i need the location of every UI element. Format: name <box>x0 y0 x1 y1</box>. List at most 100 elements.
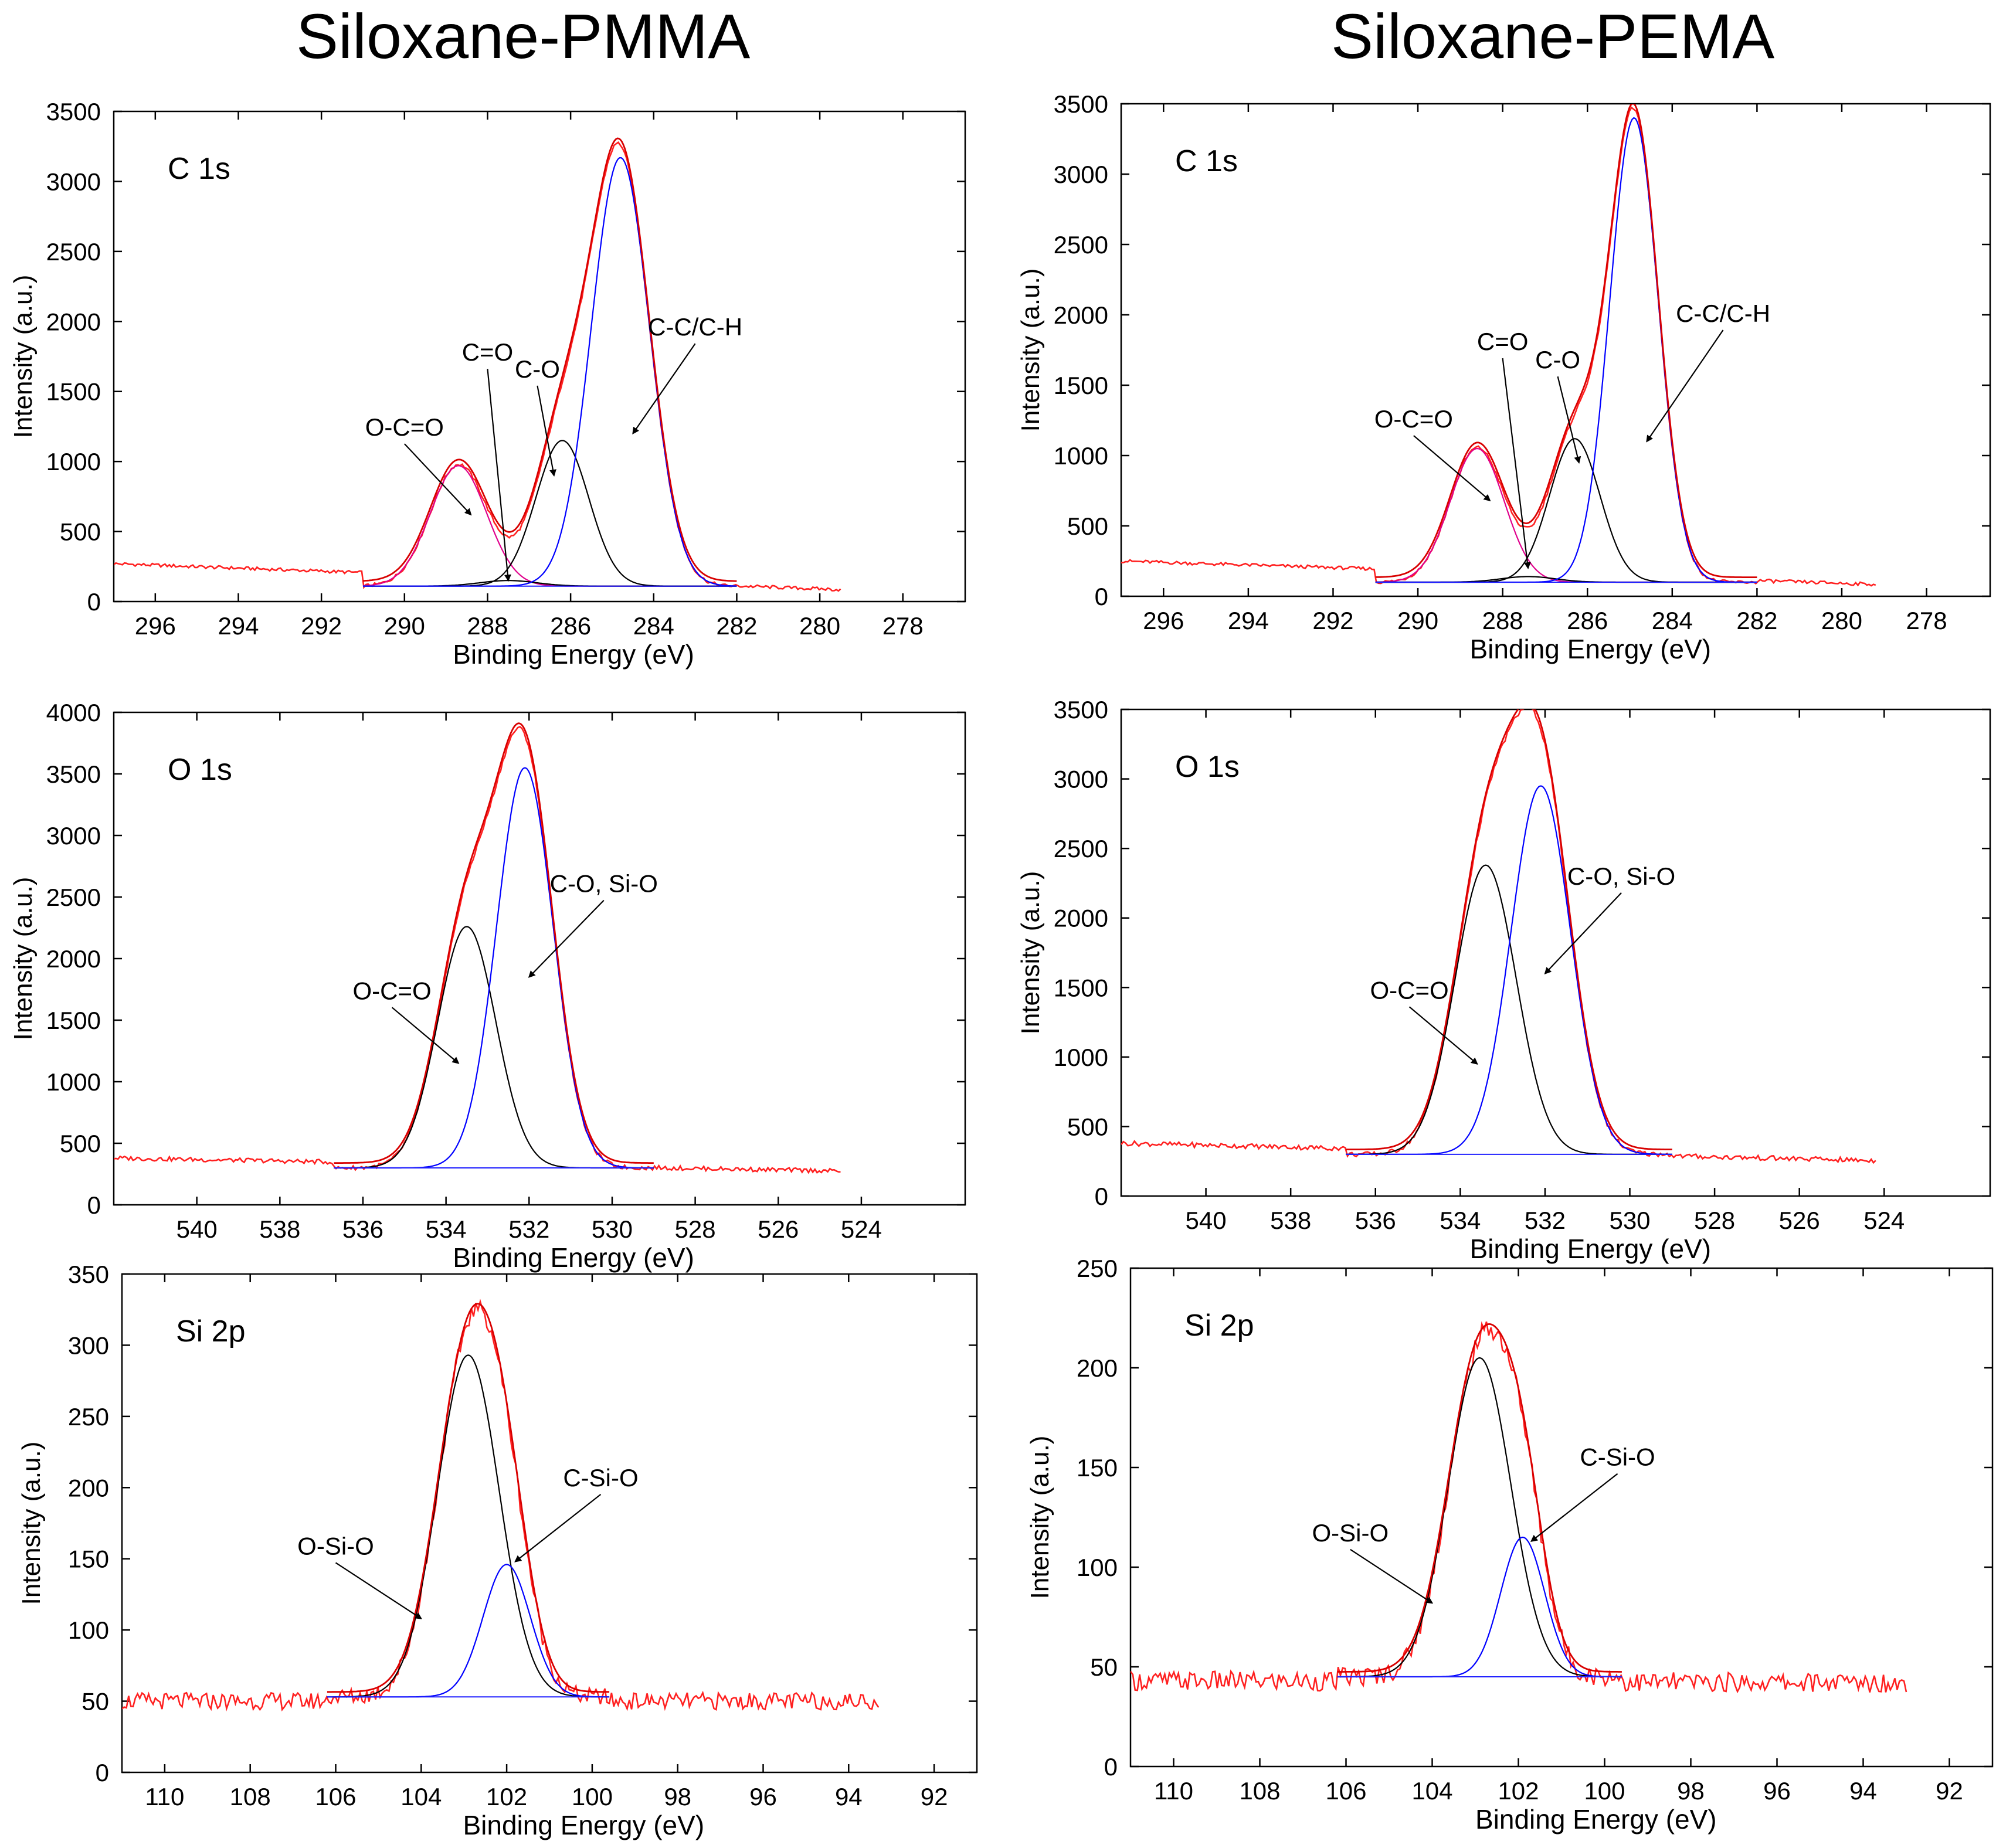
x-tick-label: 534 <box>1440 1207 1481 1234</box>
peak-annotation-label: O-Si-O <box>297 1532 374 1560</box>
y-axis-label: Intensity (a.u.) <box>1026 1436 1054 1599</box>
panel-title: O 1s <box>1175 750 1240 784</box>
y-axis-label: Intensity (a.u.) <box>9 877 38 1041</box>
y-tick-label: 500 <box>60 1130 101 1157</box>
peak-annotation-label: C-C/C-H <box>648 313 742 341</box>
x-tick-label: 282 <box>1736 607 1777 634</box>
component-peak-line <box>327 1354 610 1698</box>
x-tick-label: 296 <box>135 612 176 640</box>
x-tick-label: 280 <box>799 612 840 640</box>
y-tick-label: 0 <box>1104 1753 1118 1781</box>
component-peak-line <box>1375 447 1757 583</box>
x-tick-label: 94 <box>1849 1777 1877 1805</box>
x-tick-label: 530 <box>592 1215 633 1243</box>
x-tick-label: 106 <box>315 1783 356 1810</box>
fit-envelope-line <box>1375 104 1757 578</box>
x-tick-label: 532 <box>508 1215 549 1243</box>
y-tick-label: 150 <box>68 1545 109 1573</box>
y-tick-label: 1500 <box>1054 974 1108 1001</box>
y-tick-label: 1500 <box>46 1007 101 1034</box>
x-tick-label: 288 <box>1482 607 1523 634</box>
x-tick-label: 292 <box>1312 607 1353 634</box>
plot-frame <box>113 110 966 603</box>
plot-frame <box>1120 708 1991 1197</box>
x-tick-label: 92 <box>921 1783 948 1810</box>
y-tick-label: 300 <box>68 1331 109 1359</box>
y-tick-label: 2500 <box>46 238 101 266</box>
peak-annotation-arrow <box>1544 892 1622 975</box>
y-tick-label: 2000 <box>1054 301 1108 329</box>
peak-annotation-label: O-C=O <box>1374 405 1453 433</box>
x-tick-label: 278 <box>1906 607 1947 634</box>
y-tick-label: 2000 <box>46 945 101 973</box>
y-axis-label: Intensity (a.u.) <box>17 1442 46 1605</box>
x-tick-label: 526 <box>758 1215 799 1243</box>
component-peak-line <box>1337 1357 1622 1678</box>
x-tick-label: 294 <box>1228 607 1269 634</box>
y-tick-label: 3000 <box>1054 161 1108 188</box>
y-tick-label: 1000 <box>1054 442 1108 470</box>
x-tick-label: 96 <box>749 1783 777 1810</box>
peak-annotation-arrow <box>1502 358 1531 569</box>
y-tick-label: 0 <box>87 588 101 616</box>
y-tick-label: 3000 <box>1054 766 1108 793</box>
panel-title: O 1s <box>168 753 232 787</box>
x-tick-label: 98 <box>664 1783 691 1810</box>
y-tick-label: 3000 <box>46 168 101 195</box>
x-axis-label: Binding Energy (eV) <box>463 1810 704 1840</box>
measured-spectrum-line <box>1121 709 1876 1164</box>
component-peak-line <box>1375 438 1757 583</box>
x-tick-label: 540 <box>1186 1207 1227 1234</box>
y-tick-label: 100 <box>68 1616 109 1644</box>
component-peak-line <box>334 767 654 1169</box>
y-tick-label: 250 <box>68 1403 109 1431</box>
y-tick-label: 350 <box>68 1261 109 1288</box>
y-tick-label: 3500 <box>46 760 101 788</box>
panel-pmma-o1s: 540 538 536 534 532 530 528 526 524 0 500 1000 1500 2… <box>9 699 966 1273</box>
x-axis-label: Binding Energy (eV) <box>1475 1804 1717 1835</box>
x-tick-label: 96 <box>1763 1777 1791 1805</box>
measured-spectrum-line <box>1131 1321 1907 1694</box>
y-tick-label: 4000 <box>46 699 101 726</box>
x-tick-label: 532 <box>1525 1207 1566 1234</box>
peak-annotation-arrow <box>1408 1006 1478 1065</box>
peak-annotation-arrow <box>537 385 556 477</box>
x-tick-label: 296 <box>1143 607 1184 634</box>
peak-annotation-arrow <box>528 899 605 978</box>
peak-annotation-arrow <box>404 443 472 516</box>
y-tick-label: 200 <box>1077 1354 1118 1382</box>
y-tick-label: 250 <box>1077 1255 1118 1282</box>
data-layer <box>1121 709 1876 1164</box>
component-peak-line <box>334 926 654 1169</box>
x-tick-label: 104 <box>400 1783 442 1810</box>
fit-envelope-line <box>362 137 737 582</box>
column-title-pema: Siloxane-PEMA <box>1331 1 1775 72</box>
component-peak-line <box>362 465 737 587</box>
y-tick-label: 2500 <box>1054 835 1108 862</box>
x-axis-label: Binding Energy (eV) <box>1469 1234 1711 1264</box>
panel-title: C 1s <box>168 152 230 186</box>
peak-annotation-label: C-C/C-H <box>1676 300 1770 327</box>
peak-annotation-label: O-Si-O <box>1312 1519 1389 1547</box>
peak-annotation-arrow <box>391 1007 460 1064</box>
x-tick-label: 108 <box>1239 1777 1280 1805</box>
y-tick-label: 1000 <box>1054 1044 1108 1071</box>
y-tick-label: 2000 <box>46 308 101 335</box>
y-tick-label: 500 <box>1067 1113 1108 1140</box>
x-tick-label: 100 <box>572 1783 613 1810</box>
y-tick-label: 2500 <box>1054 231 1108 259</box>
data-layer <box>1131 1321 1907 1694</box>
x-tick-label: 278 <box>882 612 924 640</box>
x-tick-label: 292 <box>301 612 342 640</box>
x-tick-label: 288 <box>467 612 508 640</box>
panel-title: C 1s <box>1175 144 1238 178</box>
peak-annotation-label: C=O <box>1477 328 1529 355</box>
peak-annotation-arrow <box>487 369 511 582</box>
fit-envelope-line <box>334 722 654 1164</box>
x-tick-label: 538 <box>259 1215 300 1243</box>
peak-annotation-label: C-Si-O <box>1580 1443 1655 1471</box>
x-tick-label: 540 <box>176 1215 218 1243</box>
x-tick-label: 534 <box>426 1215 467 1243</box>
peak-annotation-label: C-Si-O <box>563 1464 638 1492</box>
component-peak-line <box>1337 1536 1622 1678</box>
